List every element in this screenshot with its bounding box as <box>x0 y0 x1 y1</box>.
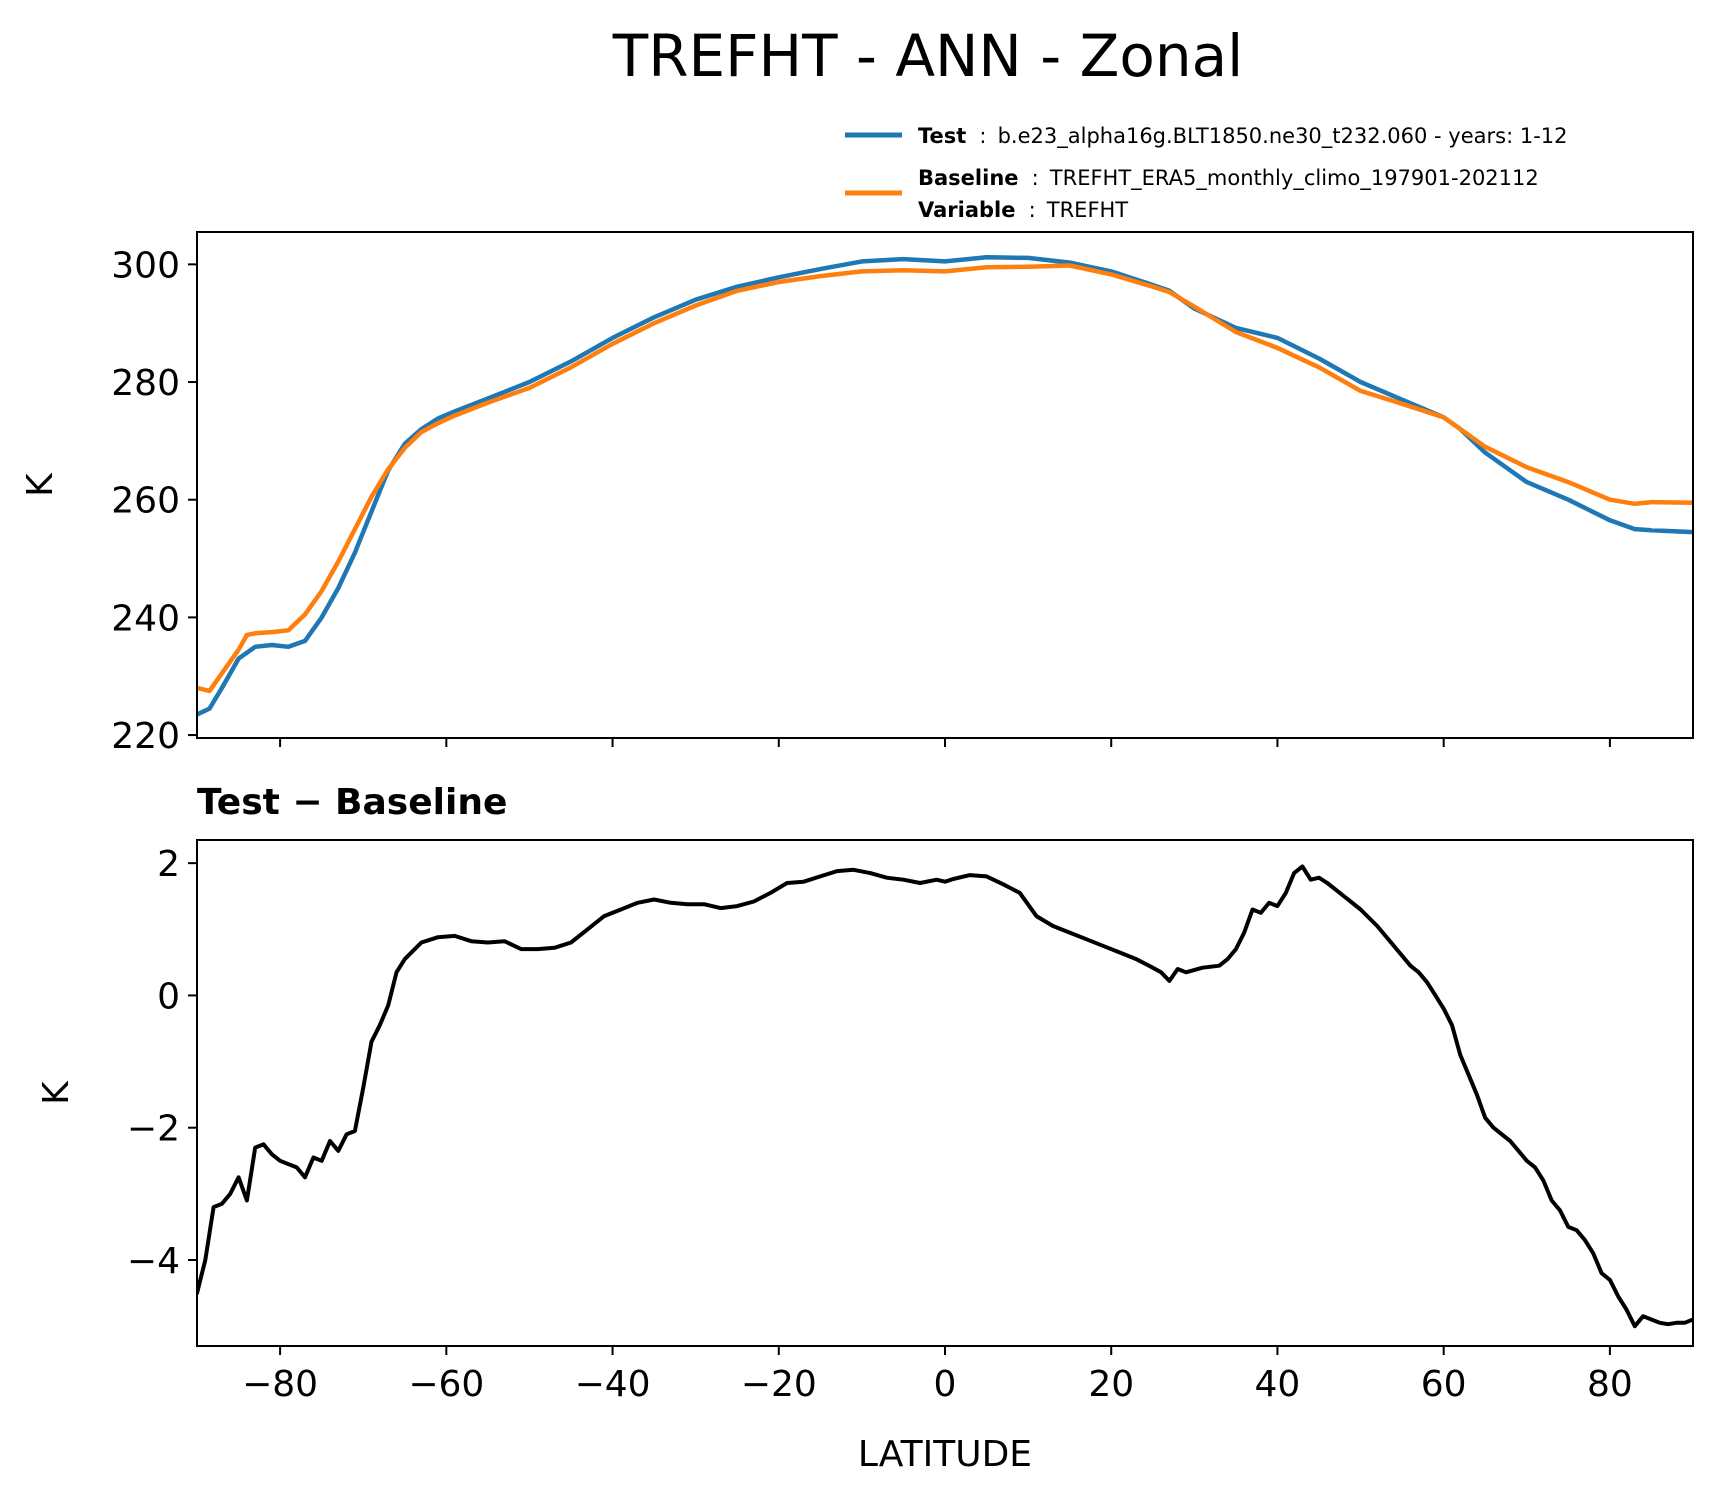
bottom-x-tick-label: 60 <box>1421 1364 1467 1405</box>
bottom-x-tick-label: 40 <box>1255 1364 1301 1405</box>
legend-variable-key: Variable <box>918 198 1015 222</box>
bottom-series-line-difference <box>197 864 1693 1329</box>
legend-test-key: Test <box>918 124 966 148</box>
legend: Test : b.e23_alpha16g.BLT1850.ne30_t232.… <box>845 124 1568 222</box>
bottom-plot-frame <box>196 839 1694 1347</box>
legend-baseline-entry: Baseline : TREFHT_ERA5_monthly_climo_197… <box>918 166 1539 191</box>
bottom-x-tick-label: −80 <box>242 1364 318 1405</box>
top-y-tick-label: 260 <box>111 481 180 522</box>
top-series-line-baseline <box>197 263 1693 694</box>
legend-baseline-key: Baseline <box>918 166 1019 190</box>
bottom-x-ticks: −80 −60 −40 −20 0 20 40 60 80 <box>242 1346 1633 1405</box>
diff-panel-title: Test − Baseline <box>197 782 507 823</box>
legend-variable-sep: : <box>1029 198 1036 222</box>
legend-baseline-sep: : <box>1032 166 1039 190</box>
legend-test-value: b.e23_alpha16g.BLT1850.ne30_t232.060 - y… <box>998 124 1568 149</box>
bottom-x-tick-label: 0 <box>934 1364 957 1405</box>
bottom-y-ticks: −4 −2 0 2 <box>127 844 197 1282</box>
bottom-y-axis-label: K <box>36 1080 77 1105</box>
legend-test-entry: Test : b.e23_alpha16g.BLT1850.ne30_t232.… <box>918 124 1568 149</box>
bottom-y-tick-label: −4 <box>127 1241 180 1282</box>
bottom-x-tick-label: −60 <box>408 1364 484 1405</box>
top-plot-lines <box>197 255 1693 717</box>
top-y-axis-label: K <box>20 472 61 497</box>
bottom-panel: Test − Baseline −4−202 −80 −60 −40 −20 0 20 40… <box>36 782 1694 1475</box>
bottom-x-tick-label: −20 <box>741 1364 817 1405</box>
top-y-tick-label: 240 <box>111 598 180 639</box>
figure-title: TREFHT - ANN - Zonal <box>612 22 1243 90</box>
top-y-tick-label: 300 <box>111 245 180 286</box>
top-x-ticks <box>279 738 1611 747</box>
bottom-y-tick-label: 2 <box>157 844 180 885</box>
bottom-plot-lines <box>197 864 1693 1329</box>
x-axis-label: LATITUDE <box>858 1434 1032 1475</box>
bottom-x-tick-label: −40 <box>575 1364 651 1405</box>
legend-test-sep: : <box>979 124 986 148</box>
top-y-tick-label: 220 <box>111 716 180 757</box>
top-plot-frame <box>196 231 1694 739</box>
legend-variable-value: TREFHT <box>1046 198 1129 222</box>
legend-variable-entry: Variable : TREFHT <box>918 198 1128 222</box>
bottom-x-tick-label: 80 <box>1587 1364 1633 1405</box>
top-y-tick-label: 280 <box>111 363 180 404</box>
bottom-y-tick-label: 0 <box>157 976 180 1017</box>
top-panel: 220 240 260 280 300 K <box>20 231 1694 757</box>
bottom-y-tick-label: −2 <box>127 1109 180 1150</box>
legend-baseline-value: TREFHT_ERA5_monthly_climo_197901-202112 <box>1049 166 1539 191</box>
bottom-x-tick-label: 20 <box>1088 1364 1134 1405</box>
top-y-ticks: 220 240 260 280 300 <box>111 245 197 757</box>
